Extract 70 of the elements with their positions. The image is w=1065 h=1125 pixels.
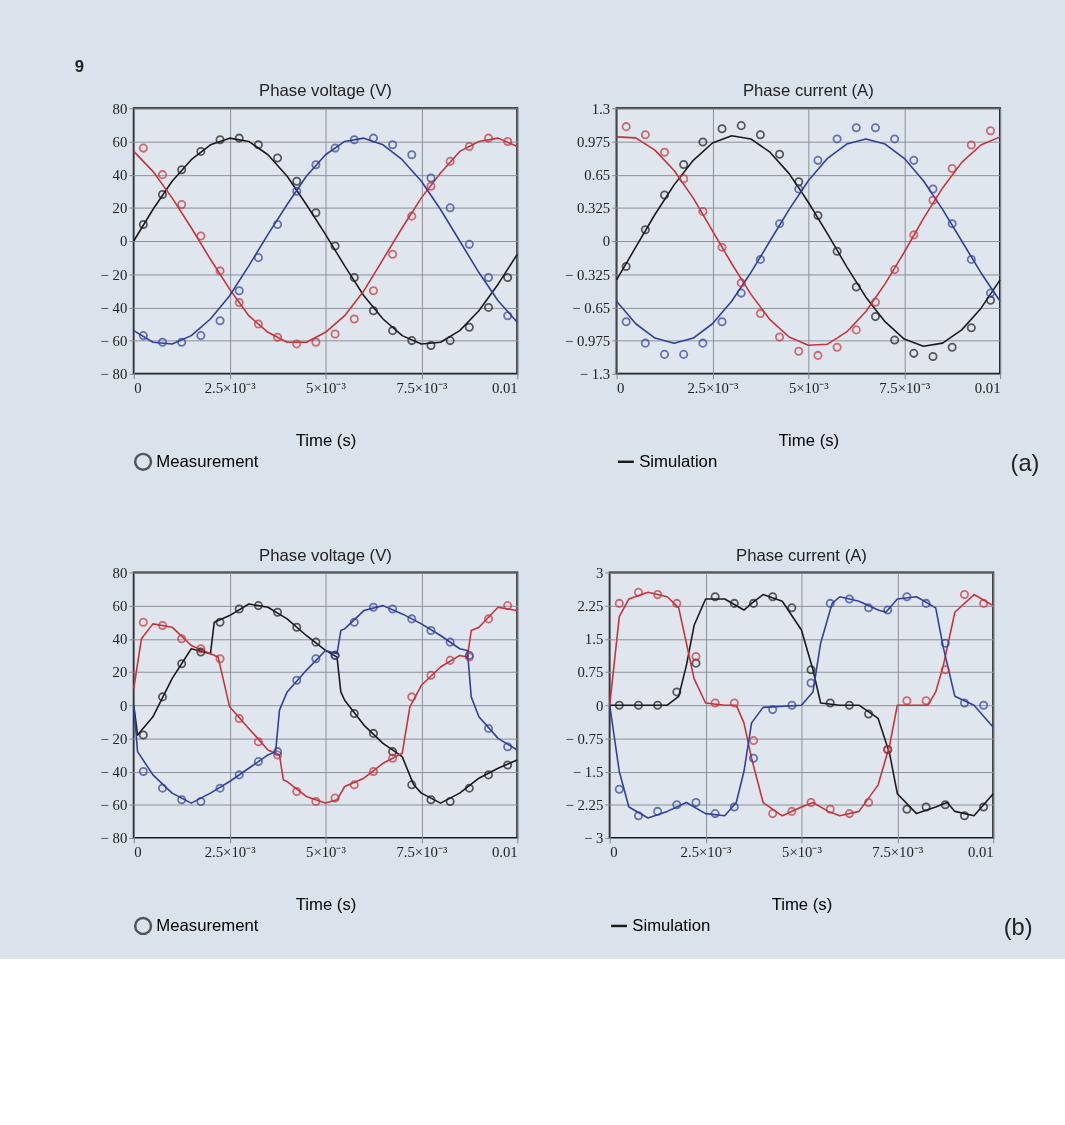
x-axis-title: Time (s): [295, 431, 357, 451]
x-tick-label: 0: [134, 379, 142, 396]
x-tick-label: 7.5×10⁻³: [872, 844, 924, 861]
x-axis-title: Time (s): [295, 895, 357, 915]
y-tick-label: 1.5: [584, 631, 604, 648]
chart-title: Phase voltage (V): [259, 81, 392, 101]
y-tick-label: 20: [112, 664, 128, 681]
x-tick-label: 2.5×10⁻³: [204, 379, 257, 396]
y-tick-label: − 0.65: [572, 299, 611, 316]
x-tick-label: 7.5×10⁻³: [879, 379, 931, 396]
y-tick-label: − 2.25: [565, 797, 604, 814]
y-tick-label: 80: [112, 100, 128, 117]
x-tick-label: 0.01: [967, 844, 994, 861]
x-tick-label: 0.01: [491, 844, 518, 861]
x-tick-label: 0: [617, 379, 625, 396]
y-tick-label: − 60: [100, 333, 128, 350]
y-tick-label: 60: [112, 133, 128, 150]
x-tick-label: 2.5×10⁻³: [204, 844, 257, 861]
y-tick-label: − 1.3: [579, 366, 611, 383]
y-tick-label: − 20: [100, 266, 128, 283]
y-tick-label: − 60: [100, 797, 128, 814]
x-tick-label: 5×10⁻³: [306, 379, 347, 396]
y-tick-label: − 20: [100, 730, 128, 747]
y-tick-label: 40: [112, 167, 128, 184]
text: (a): [1010, 450, 1040, 477]
y-tick-label: 2.25: [577, 598, 604, 615]
y-tick-label: 0.65: [584, 167, 611, 184]
text: (b): [1003, 914, 1033, 941]
y-tick-label: 0.975: [577, 133, 611, 150]
y-tick-label: 0.75: [577, 664, 604, 681]
y-tick-label: 20: [112, 200, 128, 217]
x-tick-label: 0: [134, 844, 142, 861]
x-tick-label: 2.5×10⁻³: [687, 379, 739, 396]
x-tick-label: 5×10⁻³: [306, 844, 347, 861]
y-tick-label: 60: [112, 598, 128, 615]
x-tick-label: 0.01: [491, 379, 518, 396]
y-tick-label: − 0.325: [564, 266, 611, 283]
x-tick-label: 2.5×10⁻³: [680, 844, 733, 861]
x-tick-label: 7.5×10⁻³: [396, 379, 448, 396]
chart-title: Phase current (A): [736, 545, 867, 565]
legend-label: Measurement: [156, 915, 259, 935]
y-tick-label: − 3: [583, 830, 604, 847]
y-tick-label: 3: [595, 564, 604, 581]
x-tick-label: 0.01: [974, 379, 1001, 396]
y-tick-label: 0: [602, 233, 611, 250]
x-tick-label: 5×10⁻³: [788, 379, 830, 396]
y-tick-label: − 1.5: [572, 763, 604, 780]
y-tick-label: − 0.75: [565, 730, 604, 747]
legend-label: Measurement: [156, 451, 259, 471]
y-tick-label: − 80: [100, 830, 128, 847]
x-tick-label: 5×10⁻³: [782, 844, 823, 861]
y-tick-label: − 40: [100, 299, 128, 316]
x-axis-title: Time (s): [778, 431, 840, 451]
legend-label: Simulation: [632, 915, 711, 935]
y-tick-label: − 0.975: [564, 333, 611, 350]
chart-title: Phase voltage (V): [259, 545, 392, 565]
y-tick-label: 40: [112, 631, 128, 648]
chart-title: Phase current (A): [742, 81, 874, 101]
y-tick-label: 0: [119, 697, 128, 714]
legend-label: Simulation: [639, 451, 718, 471]
x-axis-title: Time (s): [771, 895, 833, 915]
y-tick-label: − 80: [100, 366, 128, 383]
y-tick-label: 80: [112, 564, 128, 581]
x-tick-label: 7.5×10⁻³: [396, 844, 448, 861]
y-tick-label: 0: [595, 697, 604, 714]
y-tick-label: 1.3: [591, 100, 611, 117]
y-tick-label: − 40: [100, 763, 128, 780]
text: 9: [74, 56, 85, 76]
y-tick-label: 0: [119, 233, 128, 250]
y-tick-label: 0.325: [577, 200, 611, 217]
